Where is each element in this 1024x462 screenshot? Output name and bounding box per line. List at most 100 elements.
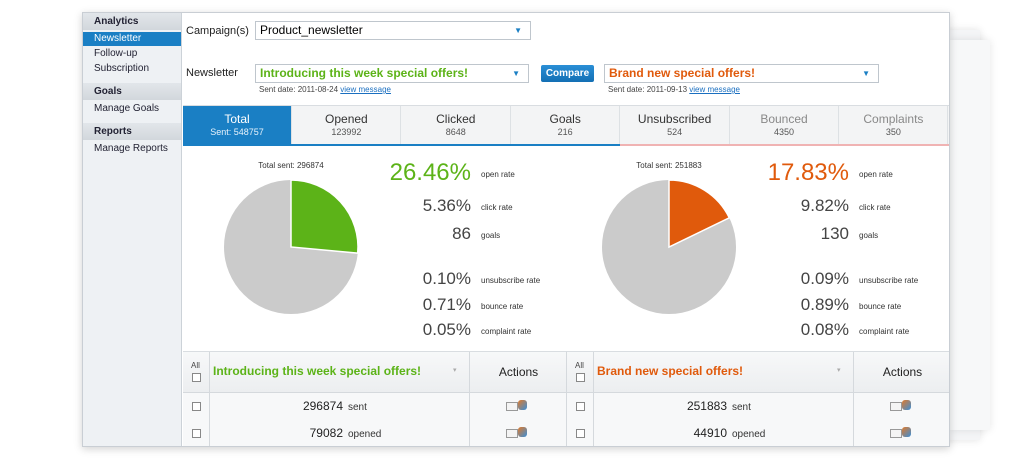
dropdown-arrow: ▼ bbox=[512, 69, 520, 78]
tab-label: Goals bbox=[549, 112, 581, 126]
sidebar-item[interactable]: Newsletter bbox=[83, 32, 181, 46]
shadow-page bbox=[950, 40, 990, 430]
metric-label: click rate bbox=[481, 203, 513, 212]
all-label: All bbox=[575, 361, 584, 370]
divider bbox=[853, 393, 854, 420]
checkbox[interactable] bbox=[576, 429, 585, 438]
table-row: 79082 opened bbox=[183, 420, 566, 446]
table-header: All Introducing this week special offers!… bbox=[183, 352, 566, 393]
tab[interactable]: Opened 123992 bbox=[292, 106, 402, 145]
all-label: All bbox=[191, 361, 200, 370]
tab-count: 4350 bbox=[773, 127, 795, 137]
sidebar-item[interactable]: Manage Goals bbox=[94, 103, 160, 114]
metric-value: 5.36% bbox=[422, 196, 471, 215]
user-icon[interactable] bbox=[902, 400, 911, 410]
metric-label: click rate bbox=[859, 203, 891, 212]
table-header: All Brand new special offers! ▾ Actions bbox=[567, 352, 949, 393]
tab-label: Opened bbox=[325, 112, 368, 126]
metric-value: 0.89% bbox=[800, 295, 849, 314]
table-row: 44910 opened bbox=[567, 420, 949, 446]
column-title: Brand new special offers! bbox=[597, 364, 744, 378]
divider bbox=[593, 393, 594, 420]
sidebar-item[interactable]: Subscription bbox=[94, 63, 150, 74]
tab[interactable]: Total Sent: 548757 bbox=[183, 106, 292, 145]
sort-arrow: ▾ bbox=[453, 367, 457, 374]
campaign-select[interactable]: Product_newsletter ▼ bbox=[255, 21, 531, 40]
sent-date: Sent date: 2011-09-13 view message bbox=[608, 85, 740, 94]
tab-count: 524 bbox=[667, 127, 683, 137]
metric-value: 9.82% bbox=[800, 196, 849, 215]
tab-count: 8648 bbox=[445, 127, 466, 137]
actions-header: Actions bbox=[469, 352, 567, 392]
divider bbox=[209, 420, 210, 446]
tab[interactable]: Goals 216 bbox=[511, 106, 621, 145]
divider bbox=[469, 393, 470, 420]
count-label: sent bbox=[348, 402, 367, 413]
app-window: Analytics Newsletter Follow-up Subscription… bbox=[82, 12, 950, 447]
metric-value: 86 bbox=[452, 224, 471, 243]
dropdown-arrow: ▼ bbox=[514, 26, 522, 35]
total-sent: Total sent: 251883 bbox=[636, 161, 702, 170]
newsletter-select[interactable]: Introducing this week special offers! ▼ bbox=[255, 64, 529, 83]
mail-icon[interactable] bbox=[890, 402, 902, 411]
sidebar: Analytics Newsletter Follow-up Subscription… bbox=[83, 13, 182, 446]
checkbox[interactable] bbox=[192, 373, 201, 382]
campaign-label: Campaign(s) bbox=[186, 25, 249, 37]
sidebar-item[interactable]: Manage Reports bbox=[94, 143, 168, 154]
metric-value: 17.83% bbox=[767, 159, 849, 186]
tab-count: 350 bbox=[885, 127, 901, 137]
sidebar-header: Analytics bbox=[83, 13, 181, 30]
mail-icon[interactable] bbox=[890, 429, 902, 438]
metric-value: 0.71% bbox=[422, 295, 471, 314]
tab-bar: Total Sent: 548757 Opened 123992 Clicked 8648… bbox=[183, 105, 949, 145]
sidebar-header: Reports bbox=[83, 123, 181, 140]
mail-icon[interactable] bbox=[506, 402, 518, 411]
checkbox[interactable] bbox=[192, 429, 201, 438]
view-message-link[interactable]: view message bbox=[689, 85, 740, 94]
checkbox[interactable] bbox=[576, 402, 585, 411]
count: 296874 bbox=[302, 399, 343, 413]
sent-label: Sent date: bbox=[259, 85, 296, 94]
view-message-link[interactable]: view message bbox=[340, 85, 391, 94]
metric-value: 130 bbox=[820, 224, 849, 243]
campaign-value: Product_newsletter bbox=[260, 23, 363, 37]
tab[interactable]: Unsubscribed 524 bbox=[621, 106, 730, 145]
sort-arrow: ▾ bbox=[837, 367, 841, 374]
tab-underline bbox=[620, 144, 949, 146]
metric-label: goals bbox=[859, 231, 879, 240]
sidebar-item[interactable]: Follow-up bbox=[94, 48, 138, 59]
tab[interactable]: Bounced 4350 bbox=[730, 106, 839, 145]
tab-label: Bounced bbox=[760, 112, 808, 126]
table: All Brand new special offers! ▾ Actions 2518… bbox=[566, 351, 949, 446]
sidebar-header: Goals bbox=[83, 83, 181, 100]
user-icon[interactable] bbox=[518, 427, 527, 437]
count: 79082 bbox=[309, 426, 343, 440]
table: All Introducing this week special offers!… bbox=[183, 351, 566, 446]
compare-button[interactable]: Compare bbox=[541, 65, 594, 82]
tab[interactable]: Clicked 8648 bbox=[402, 106, 511, 145]
tab-label: Unsubscribed bbox=[637, 112, 712, 126]
sent-date: Sent date: 2011-08-24 view message bbox=[259, 85, 391, 94]
metric-label: bounce rate bbox=[481, 302, 524, 311]
mail-icon[interactable] bbox=[506, 429, 518, 438]
divider bbox=[209, 352, 210, 392]
total-sent: Total sent: 296874 bbox=[258, 161, 324, 170]
tab-label: Total bbox=[224, 112, 250, 126]
sent-label: Sent date: bbox=[608, 85, 645, 94]
count: 44910 bbox=[693, 426, 727, 440]
tab-label: Complaints bbox=[863, 112, 924, 126]
actions-header: Actions bbox=[853, 352, 949, 392]
count-label: opened bbox=[732, 429, 766, 440]
tab-count: Sent: 548757 bbox=[210, 127, 264, 137]
checkbox[interactable] bbox=[192, 402, 201, 411]
user-icon[interactable] bbox=[518, 400, 527, 410]
newsletter-title: Brand new special offers! bbox=[609, 66, 756, 80]
dropdown-arrow: ▼ bbox=[862, 69, 870, 78]
checkbox[interactable] bbox=[576, 373, 585, 382]
user-icon[interactable] bbox=[902, 427, 911, 437]
metric-label: open rate bbox=[859, 170, 893, 179]
tab-count: 216 bbox=[557, 127, 573, 137]
tab[interactable]: Complaints 350 bbox=[839, 106, 949, 145]
metric-label: unsubscribe rate bbox=[859, 276, 919, 285]
newsletter-select[interactable]: Brand new special offers! ▼ bbox=[604, 64, 879, 83]
